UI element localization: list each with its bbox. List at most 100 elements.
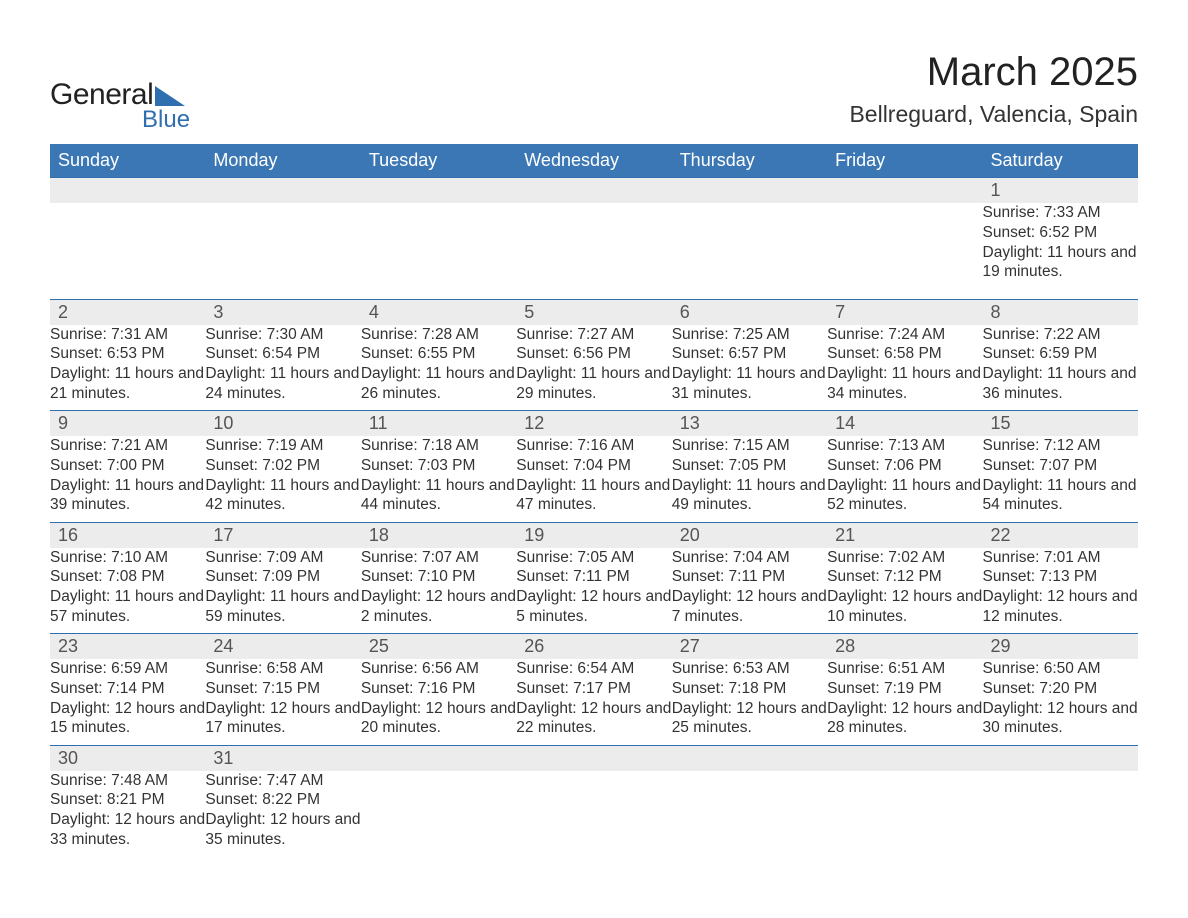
day-number: 14 <box>827 411 982 436</box>
weekday-header: Saturday <box>983 144 1138 178</box>
brand-logo: General Blue <box>50 50 190 134</box>
day-number-cell: 28 <box>827 634 982 660</box>
day-info-cell <box>50 203 205 299</box>
day-number: 28 <box>827 634 982 659</box>
day-number: 1 <box>983 178 1138 203</box>
daylight-text: Daylight: 11 hours and 57 minutes. <box>50 587 205 627</box>
day-number-cell: 13 <box>672 411 827 437</box>
sunset-text: Sunset: 7:19 PM <box>827 679 982 699</box>
daylight-text: Daylight: 12 hours and 25 minutes. <box>672 699 827 739</box>
sunrise-text: Sunrise: 6:50 AM <box>983 659 1138 679</box>
day-number <box>672 746 827 770</box>
day-number <box>672 178 827 202</box>
day-info-row: Sunrise: 7:31 AMSunset: 6:53 PMDaylight:… <box>50 325 1138 411</box>
day-info-cell: Sunrise: 7:01 AMSunset: 7:13 PMDaylight:… <box>983 548 1138 634</box>
day-number-cell <box>516 178 671 204</box>
day-info-cell: Sunrise: 6:54 AMSunset: 7:17 PMDaylight:… <box>516 659 671 745</box>
day-number-row: 3031 <box>50 745 1138 771</box>
day-info-cell: Sunrise: 7:13 AMSunset: 7:06 PMDaylight:… <box>827 436 982 522</box>
day-number-cell <box>361 745 516 771</box>
day-number-cell <box>672 745 827 771</box>
day-number <box>361 746 516 770</box>
day-number <box>516 746 671 770</box>
sunrise-text: Sunrise: 7:07 AM <box>361 548 516 568</box>
sunset-text: Sunset: 7:11 PM <box>516 567 671 587</box>
day-number: 2 <box>50 300 205 325</box>
day-number-cell: 1 <box>983 178 1138 204</box>
day-number-cell: 22 <box>983 522 1138 548</box>
day-number: 26 <box>516 634 671 659</box>
sunset-text: Sunset: 7:10 PM <box>361 567 516 587</box>
daylight-text: Daylight: 12 hours and 15 minutes. <box>50 699 205 739</box>
daylight-text: Daylight: 12 hours and 20 minutes. <box>361 699 516 739</box>
day-number-cell: 8 <box>983 299 1138 325</box>
page-header: General Blue March 2025 Bellreguard, Val… <box>50 50 1138 134</box>
day-number: 27 <box>672 634 827 659</box>
weekday-header: Monday <box>205 144 360 178</box>
day-number: 31 <box>205 746 360 771</box>
sunset-text: Sunset: 7:18 PM <box>672 679 827 699</box>
day-number-cell: 5 <box>516 299 671 325</box>
location-subtitle: Bellreguard, Valencia, Spain <box>849 101 1138 128</box>
daylight-text: Daylight: 12 hours and 28 minutes. <box>827 699 982 739</box>
sunset-text: Sunset: 7:16 PM <box>361 679 516 699</box>
daylight-text: Daylight: 11 hours and 42 minutes. <box>205 476 360 516</box>
calendar-body: 1Sunrise: 7:33 AMSunset: 6:52 PMDaylight… <box>50 178 1138 857</box>
sunset-text: Sunset: 6:59 PM <box>983 344 1138 364</box>
weekday-header: Tuesday <box>361 144 516 178</box>
weekday-header: Wednesday <box>516 144 671 178</box>
sunrise-text: Sunrise: 7:48 AM <box>50 771 205 791</box>
day-info-cell: Sunrise: 7:28 AMSunset: 6:55 PMDaylight:… <box>361 325 516 411</box>
sunrise-text: Sunrise: 6:51 AM <box>827 659 982 679</box>
weekday-header: Sunday <box>50 144 205 178</box>
day-info-cell: Sunrise: 7:22 AMSunset: 6:59 PMDaylight:… <box>983 325 1138 411</box>
day-info-cell <box>361 771 516 857</box>
day-number-cell <box>361 178 516 204</box>
daylight-text: Daylight: 12 hours and 12 minutes. <box>983 587 1138 627</box>
day-number: 3 <box>205 300 360 325</box>
day-number-row: 2345678 <box>50 299 1138 325</box>
daylight-text: Daylight: 12 hours and 7 minutes. <box>672 587 827 627</box>
day-info-row: Sunrise: 7:21 AMSunset: 7:00 PMDaylight:… <box>50 436 1138 522</box>
day-info-cell: Sunrise: 7:02 AMSunset: 7:12 PMDaylight:… <box>827 548 982 634</box>
day-number <box>827 746 982 770</box>
day-info-cell: Sunrise: 6:58 AMSunset: 7:15 PMDaylight:… <box>205 659 360 745</box>
day-number-cell: 7 <box>827 299 982 325</box>
daylight-text: Daylight: 11 hours and 34 minutes. <box>827 364 982 404</box>
sunrise-text: Sunrise: 7:01 AM <box>983 548 1138 568</box>
day-number: 6 <box>672 300 827 325</box>
daylight-text: Daylight: 11 hours and 47 minutes. <box>516 476 671 516</box>
sunset-text: Sunset: 7:06 PM <box>827 456 982 476</box>
day-number-cell: 4 <box>361 299 516 325</box>
day-number-cell: 20 <box>672 522 827 548</box>
day-info-row: Sunrise: 7:10 AMSunset: 7:08 PMDaylight:… <box>50 548 1138 634</box>
day-info-cell: Sunrise: 7:19 AMSunset: 7:02 PMDaylight:… <box>205 436 360 522</box>
day-number-cell: 29 <box>983 634 1138 660</box>
sunset-text: Sunset: 7:04 PM <box>516 456 671 476</box>
sunrise-text: Sunrise: 7:28 AM <box>361 325 516 345</box>
daylight-text: Daylight: 11 hours and 26 minutes. <box>361 364 516 404</box>
daylight-text: Daylight: 12 hours and 22 minutes. <box>516 699 671 739</box>
weekday-header-row: Sunday Monday Tuesday Wednesday Thursday… <box>50 144 1138 178</box>
day-number: 23 <box>50 634 205 659</box>
weekday-header: Thursday <box>672 144 827 178</box>
day-number: 18 <box>361 523 516 548</box>
day-number: 15 <box>983 411 1138 436</box>
day-number: 19 <box>516 523 671 548</box>
sunrise-text: Sunrise: 7:27 AM <box>516 325 671 345</box>
day-number-cell: 25 <box>361 634 516 660</box>
day-number: 8 <box>983 300 1138 325</box>
day-number-cell: 30 <box>50 745 205 771</box>
day-number: 29 <box>983 634 1138 659</box>
sunset-text: Sunset: 8:22 PM <box>205 790 360 810</box>
day-number-row: 16171819202122 <box>50 522 1138 548</box>
day-number-cell: 19 <box>516 522 671 548</box>
sunset-text: Sunset: 7:15 PM <box>205 679 360 699</box>
sunrise-text: Sunrise: 7:02 AM <box>827 548 982 568</box>
day-number: 10 <box>205 411 360 436</box>
day-info-cell: Sunrise: 7:25 AMSunset: 6:57 PMDaylight:… <box>672 325 827 411</box>
day-number: 20 <box>672 523 827 548</box>
sunrise-text: Sunrise: 7:30 AM <box>205 325 360 345</box>
day-number: 5 <box>516 300 671 325</box>
day-number-cell: 26 <box>516 634 671 660</box>
